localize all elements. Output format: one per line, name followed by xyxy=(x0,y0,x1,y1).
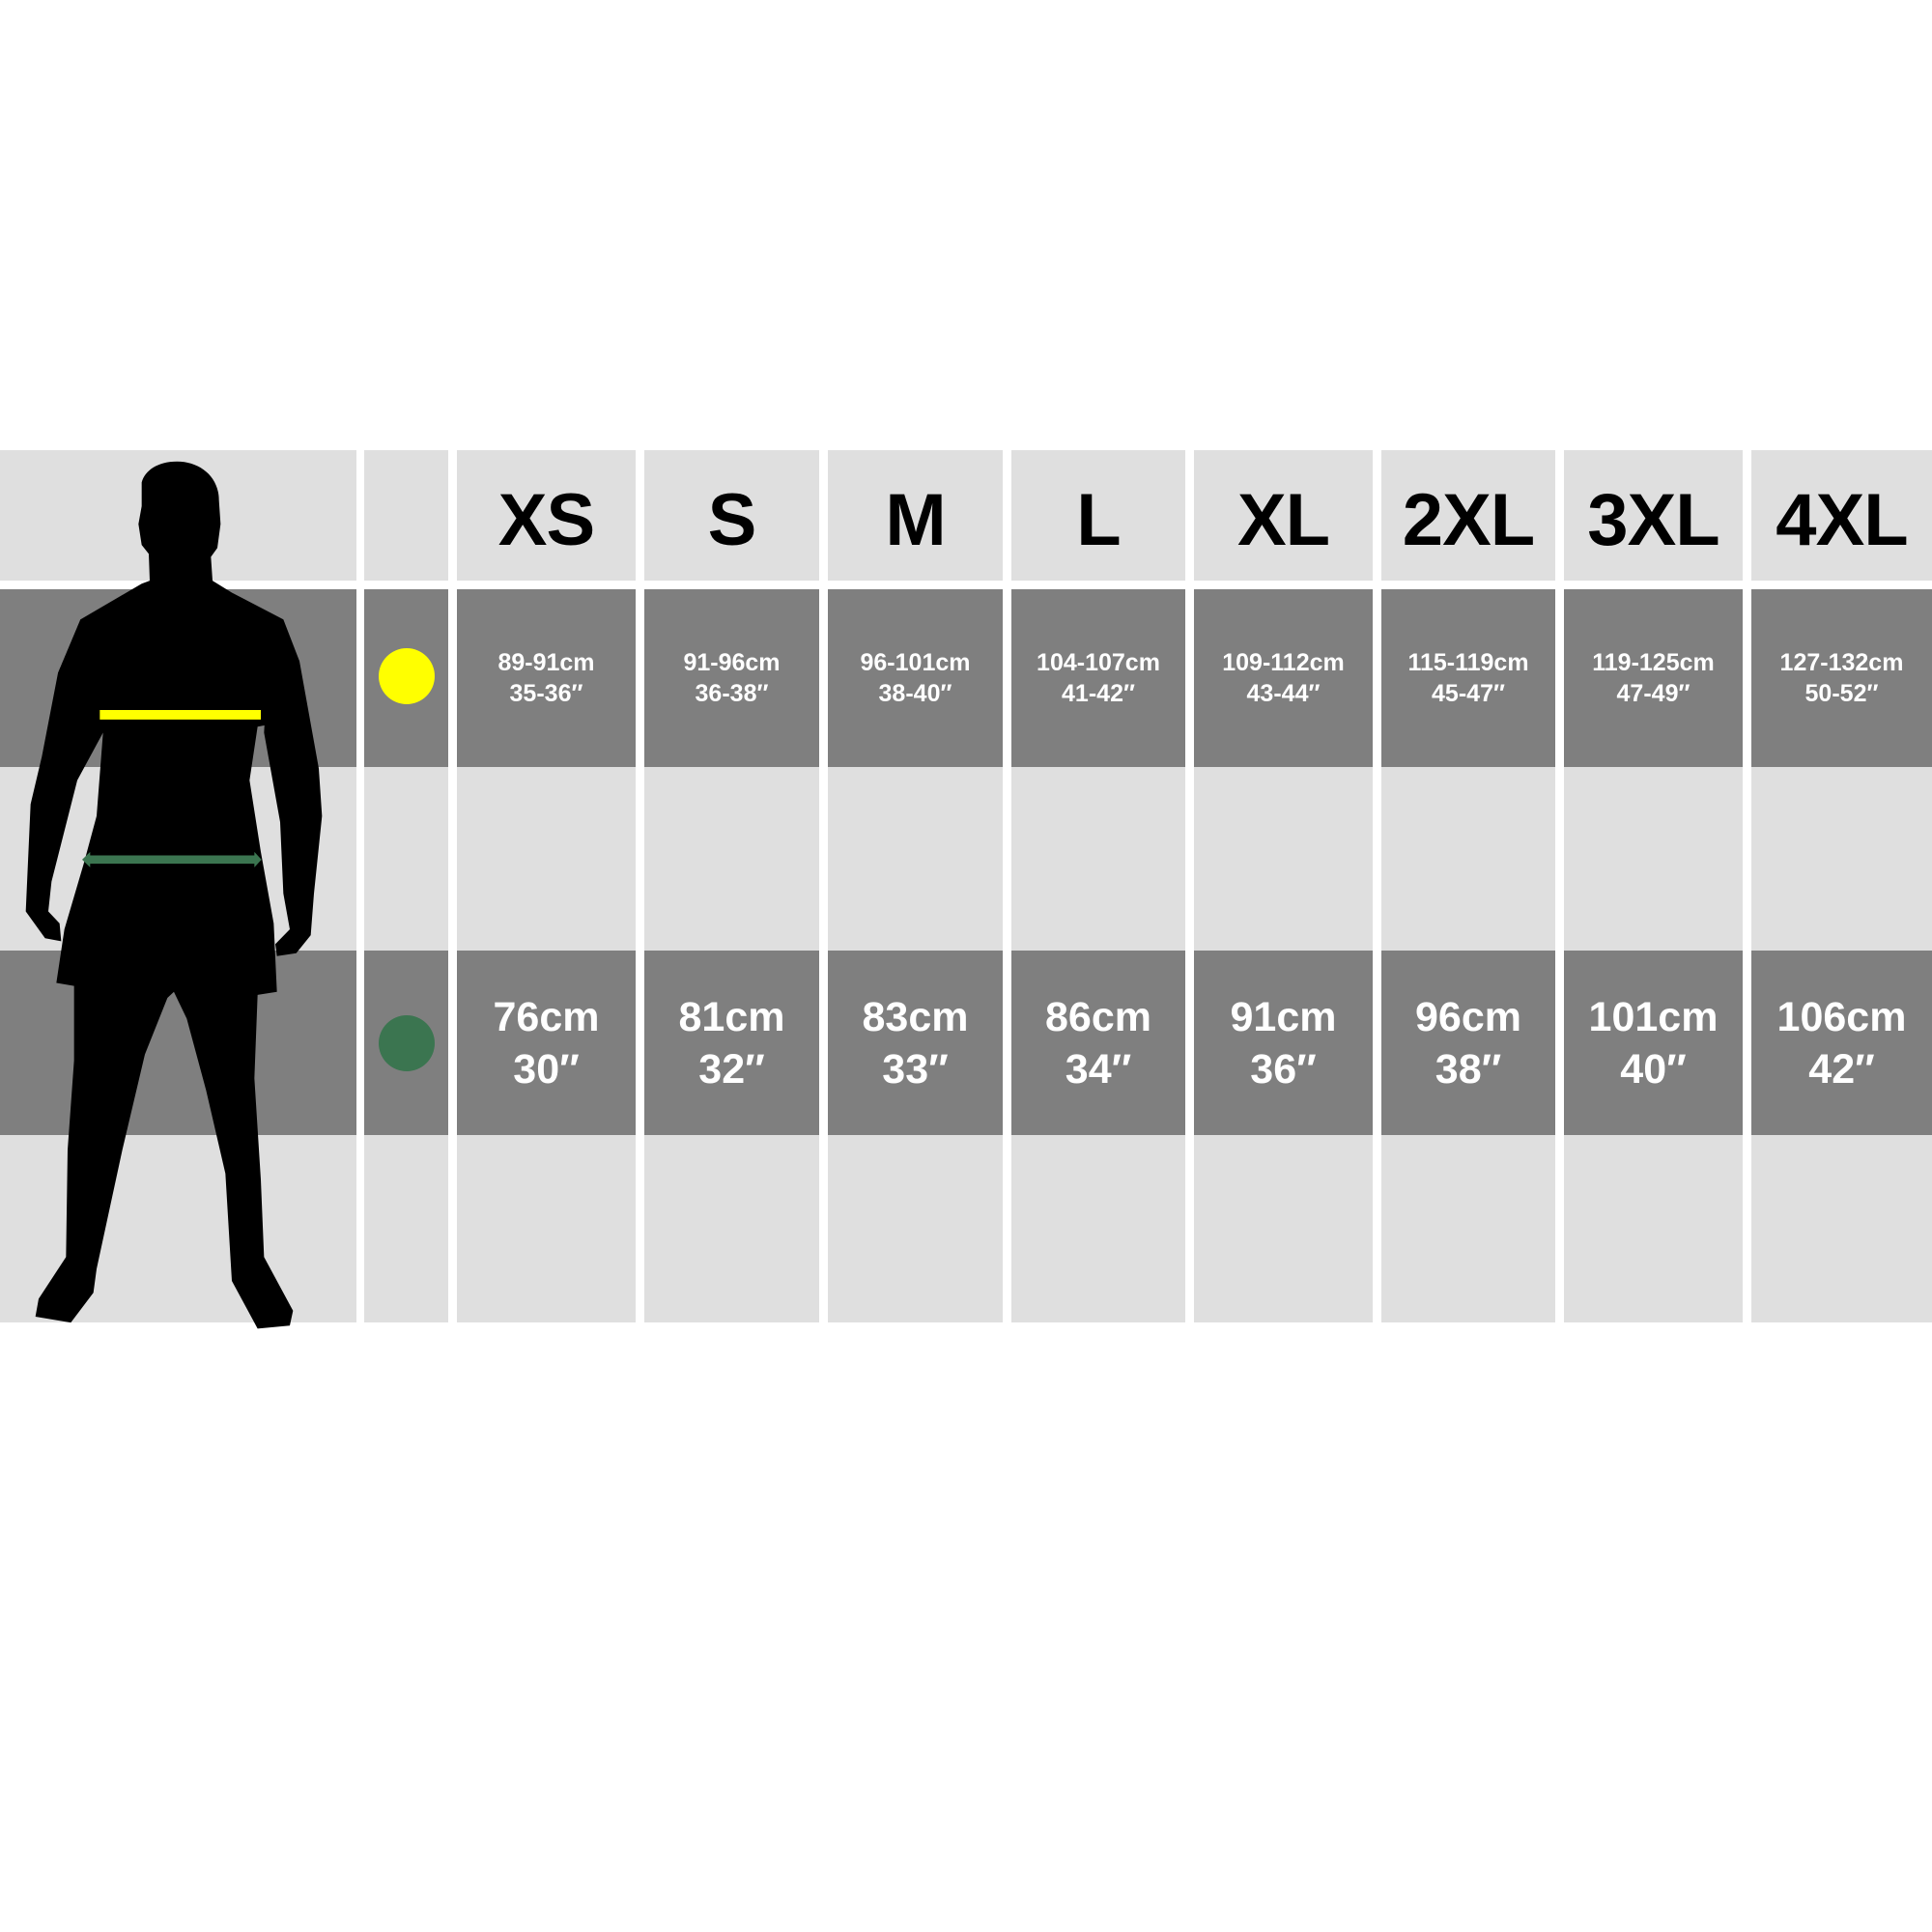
chest-measure-line xyxy=(99,710,261,720)
grid-cell xyxy=(1564,767,1743,951)
chest-cell: 119-125cm 47-49″ xyxy=(1564,589,1743,767)
waist-cell: 83cm 33″ xyxy=(828,951,1003,1135)
size-label: L xyxy=(1076,479,1121,561)
waist-in: 36″ xyxy=(1250,1045,1317,1093)
size-header: 3XL xyxy=(1564,450,1743,581)
chest-cell: 96-101cm 38-40″ xyxy=(828,589,1003,767)
size-label: 2XL xyxy=(1402,479,1535,561)
waist-cell: 81cm 32″ xyxy=(644,951,819,1135)
chest-cm: 96-101cm xyxy=(860,649,971,676)
size-header: L xyxy=(1011,450,1185,581)
waist-cm: 96cm xyxy=(1415,993,1521,1040)
grid-cell xyxy=(1381,767,1555,951)
waist-in: 30″ xyxy=(513,1045,580,1093)
size-header: XS xyxy=(457,450,636,581)
chest-in: 38-40″ xyxy=(878,680,952,707)
green-dot-icon xyxy=(379,1015,435,1071)
grid-cell xyxy=(457,767,636,951)
chest-cm: 115-119cm xyxy=(1407,649,1529,676)
grid-cell xyxy=(364,1135,448,1322)
waist-in: 34″ xyxy=(1065,1045,1132,1093)
size-header: XL xyxy=(1194,450,1373,581)
chest-in: 50-52″ xyxy=(1804,680,1879,707)
waist-cell: 101cm 40″ xyxy=(1564,951,1743,1135)
size-label: 4XL xyxy=(1776,479,1908,561)
grid-cell xyxy=(1011,1135,1185,1322)
size-label: S xyxy=(707,479,757,561)
size-label: XL xyxy=(1236,479,1330,561)
waist-cm: 76cm xyxy=(493,993,600,1040)
grid-cell xyxy=(1194,767,1373,951)
waist-cell: 91cm 36″ xyxy=(1194,951,1373,1135)
chest-in: 41-42″ xyxy=(1062,680,1135,707)
grid-cell xyxy=(828,1135,1003,1322)
grid-cell xyxy=(1194,1135,1373,1322)
size-label: 3XL xyxy=(1587,479,1719,561)
waist-cell: 96cm 38″ xyxy=(1381,951,1555,1135)
grid-cell xyxy=(364,450,448,581)
chest-cell: 127-132cm 50-52″ xyxy=(1751,589,1932,767)
waist-in: 42″ xyxy=(1808,1045,1875,1093)
chest-in: 35-36″ xyxy=(509,680,583,707)
grid-cell xyxy=(1751,767,1932,951)
waist-cm: 91cm xyxy=(1230,993,1337,1040)
size-header: S xyxy=(644,450,819,581)
size-label: M xyxy=(885,479,946,561)
size-header: 4XL xyxy=(1751,450,1932,581)
chest-in: 45-47″ xyxy=(1432,680,1505,707)
waist-cell: 76cm 30″ xyxy=(457,951,636,1135)
size-label: XS xyxy=(497,479,595,561)
male-silhouette-icon xyxy=(25,461,323,1329)
chest-in: 43-44″ xyxy=(1246,680,1321,707)
chest-in: 47-49″ xyxy=(1616,680,1690,707)
waist-in: 32″ xyxy=(698,1045,765,1093)
chest-cm: 109-112cm xyxy=(1222,649,1345,676)
grid-cell xyxy=(644,767,819,951)
chest-cm: 119-125cm xyxy=(1592,649,1715,676)
grid-cell xyxy=(457,1135,636,1322)
chest-in: 36-38″ xyxy=(695,680,769,707)
waist-cell: 106cm 42″ xyxy=(1751,951,1932,1135)
chest-cm: 89-91cm xyxy=(497,649,595,676)
size-header: M xyxy=(828,450,1003,581)
chest-cell: 91-96cm 36-38″ xyxy=(644,589,819,767)
grid-cell xyxy=(364,767,448,951)
waist-cell: 86cm 34″ xyxy=(1011,951,1185,1135)
silhouette-body xyxy=(35,461,300,1329)
chest-cm: 91-96cm xyxy=(683,649,781,676)
waist-cm: 86cm xyxy=(1045,993,1151,1040)
chest-cell: 104-107cm 41-42″ xyxy=(1011,589,1185,767)
yellow-dot-icon xyxy=(379,648,435,704)
size-header: 2XL xyxy=(1381,450,1555,581)
waist-cm: 101cm xyxy=(1588,993,1719,1040)
grid-cell xyxy=(1564,1135,1743,1322)
grid-cell xyxy=(1751,1135,1932,1322)
waist-in: 38″ xyxy=(1435,1045,1502,1093)
grid-cell xyxy=(1381,1135,1555,1322)
chest-cm: 104-107cm xyxy=(1037,649,1160,676)
waist-cm: 81cm xyxy=(678,993,785,1040)
silhouette-left-arm xyxy=(25,619,107,942)
grid-cell xyxy=(1011,767,1185,951)
chest-cell: 115-119cm 45-47″ xyxy=(1381,589,1555,767)
grid-cell xyxy=(644,1135,819,1322)
chest-cell: 89-91cm 35-36″ xyxy=(457,589,636,767)
waist-in: 33″ xyxy=(882,1045,949,1093)
waist-in: 40″ xyxy=(1620,1045,1687,1093)
chest-cm: 127-132cm xyxy=(1779,649,1904,676)
waist-measure-arrow xyxy=(82,851,262,867)
waist-cm: 106cm xyxy=(1776,993,1907,1040)
silhouette-right-arm xyxy=(264,613,323,956)
grid-cell xyxy=(828,767,1003,951)
waist-cm: 83cm xyxy=(862,993,969,1040)
chest-cell: 109-112cm 43-44″ xyxy=(1194,589,1373,767)
